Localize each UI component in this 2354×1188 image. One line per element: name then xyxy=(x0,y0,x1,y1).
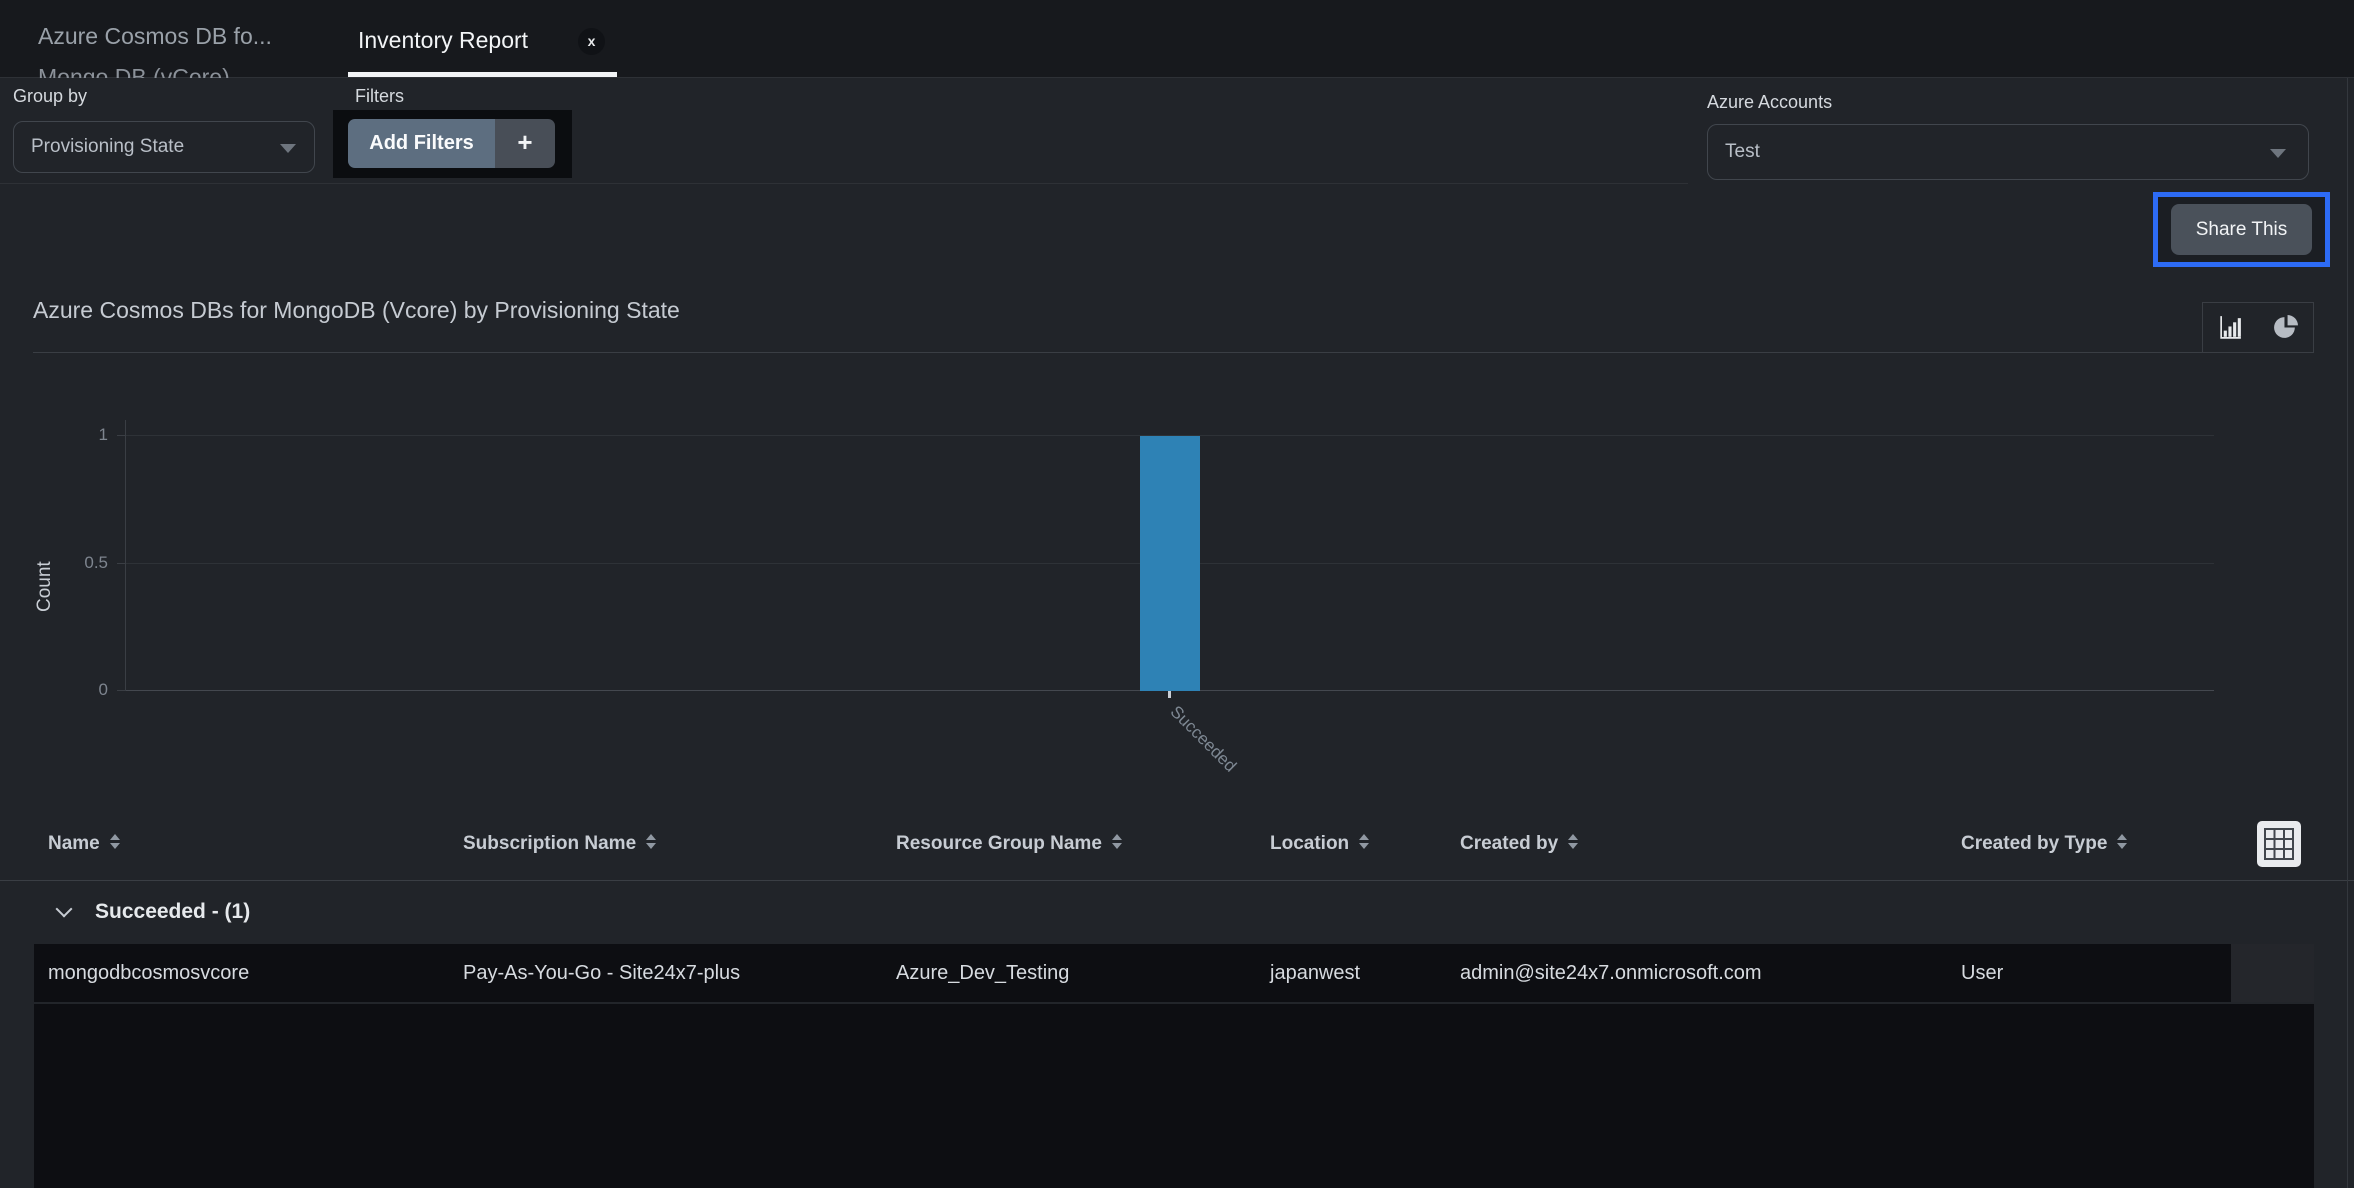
bar-chart-toggle-button[interactable] xyxy=(2203,303,2258,352)
tab-label: Azure Cosmos DB fo... xyxy=(38,23,272,49)
y-axis-line xyxy=(125,420,126,691)
sort-icon[interactable] xyxy=(1568,834,1579,850)
cell-subscription-name: Pay-As-You-Go - Site24x7-plus xyxy=(463,962,741,984)
column-header-resource-group-name[interactable]: Resource Group Name xyxy=(896,816,1122,872)
column-header-subscription-name[interactable]: Subscription Name xyxy=(463,816,657,872)
share-this-button[interactable]: Share This xyxy=(2171,204,2312,255)
tab-bar: Azure Cosmos DB fo... Mongo DB (vCore) I… xyxy=(0,0,2354,78)
active-tab-underline xyxy=(348,72,617,77)
y-tick-label-0-5: 0.5 xyxy=(84,553,108,572)
table-header-row: Name Subscription Name Resource Group Na… xyxy=(0,816,2354,872)
y-tick-label-0: 0 xyxy=(98,680,108,699)
pie-chart-toggle-button[interactable] xyxy=(2258,303,2313,352)
sort-icon[interactable] xyxy=(1111,834,1122,850)
filters-label: Filters xyxy=(355,86,404,106)
cell-resource-group-name: Azure_Dev_Testing xyxy=(896,962,1070,984)
cell-created-by-type: User xyxy=(1961,962,2004,984)
chart-title: Azure Cosmos DBs for MongoDB (Vcore) by … xyxy=(33,297,680,323)
table-body: mongodbcosmosvcore Pay-As-You-Go - Site2… xyxy=(34,944,2314,1188)
column-label: Location xyxy=(1270,833,1350,854)
cell-name: mongodbcosmosvcore xyxy=(48,962,250,984)
y-tick-label-1: 1 xyxy=(98,425,108,444)
x-tick-mark xyxy=(1168,691,1171,698)
filter-row-divider xyxy=(0,183,1688,184)
add-filter-plus-button[interactable]: + xyxy=(495,119,555,168)
plus-icon: + xyxy=(517,127,533,157)
grid-icon xyxy=(2257,821,2301,867)
column-settings-button[interactable] xyxy=(2256,820,2302,868)
cell-created-by: admin@site24x7.onmicrosoft.com xyxy=(1460,962,1762,984)
y-axis-title: Count xyxy=(34,561,55,612)
x-category-label: Succeeded xyxy=(1166,702,1241,776)
chevron-down-icon xyxy=(2270,149,2286,158)
y-tick-mark xyxy=(117,563,125,564)
sort-icon[interactable] xyxy=(109,834,120,850)
column-header-location[interactable]: Location xyxy=(1270,816,1370,872)
add-filters-button[interactable]: Add Filters xyxy=(348,119,495,168)
group-by-label: Group by xyxy=(13,86,88,106)
column-header-created-by-type[interactable]: Created by Type xyxy=(1961,816,2128,872)
page-scrollbar[interactable] xyxy=(2347,78,2348,1188)
bar-chart-icon xyxy=(2220,316,2241,339)
bar-succeeded[interactable] xyxy=(1140,436,1200,691)
column-label: Created by Type xyxy=(1961,833,2108,854)
share-highlight-box: Share This xyxy=(2153,192,2330,267)
column-label: Created by xyxy=(1460,833,1559,854)
group-by-value: Provisioning State xyxy=(31,136,185,157)
table-row[interactable]: mongodbcosmosvcore Pay-As-You-Go - Site2… xyxy=(34,944,2231,1002)
azure-accounts-value: Test xyxy=(1725,141,1760,162)
tab-close-button[interactable]: x xyxy=(578,28,605,55)
y-tick-mark xyxy=(117,690,125,691)
azure-accounts-select[interactable]: Test xyxy=(1707,124,2309,180)
pie-chart-icon xyxy=(2274,315,2298,338)
gridline-1 xyxy=(125,435,2214,436)
chart-type-toggle xyxy=(2202,302,2314,353)
sort-icon[interactable] xyxy=(2117,834,2128,850)
table-header-divider xyxy=(0,880,2354,881)
chevron-down-icon xyxy=(280,144,296,153)
tab-azure-cosmos-db[interactable]: Azure Cosmos DB fo... Mongo DB (vCore) xyxy=(38,22,318,78)
tab-label: Inventory Report xyxy=(358,27,529,53)
y-tick-mark xyxy=(117,435,125,436)
chart-title-divider xyxy=(33,352,2214,353)
row-divider xyxy=(34,1002,2314,1004)
close-icon: x xyxy=(587,33,596,49)
sort-icon[interactable] xyxy=(1359,834,1370,850)
column-label: Name xyxy=(48,833,100,854)
column-header-created-by[interactable]: Created by xyxy=(1460,816,1579,872)
tab-label-clipped-line: Mongo DB (vCore) xyxy=(38,64,230,78)
column-label: Resource Group Name xyxy=(896,833,1102,854)
group-label: Succeeded - (1) xyxy=(95,900,251,923)
sort-icon[interactable] xyxy=(646,834,657,850)
tab-inventory-report[interactable]: Inventory Report x xyxy=(348,0,617,78)
column-header-name[interactable]: Name xyxy=(48,816,120,872)
group-row-succeeded[interactable]: Succeeded - (1) xyxy=(0,881,2354,943)
group-by-select[interactable]: Provisioning State xyxy=(13,121,315,173)
azure-accounts-label: Azure Accounts xyxy=(1707,92,1833,112)
column-label: Subscription Name xyxy=(463,833,637,854)
table-scrollbar-gutter[interactable] xyxy=(2231,944,2314,1002)
collapse-chevron-icon[interactable] xyxy=(55,900,73,918)
cell-location: japanwest xyxy=(1270,962,1361,984)
